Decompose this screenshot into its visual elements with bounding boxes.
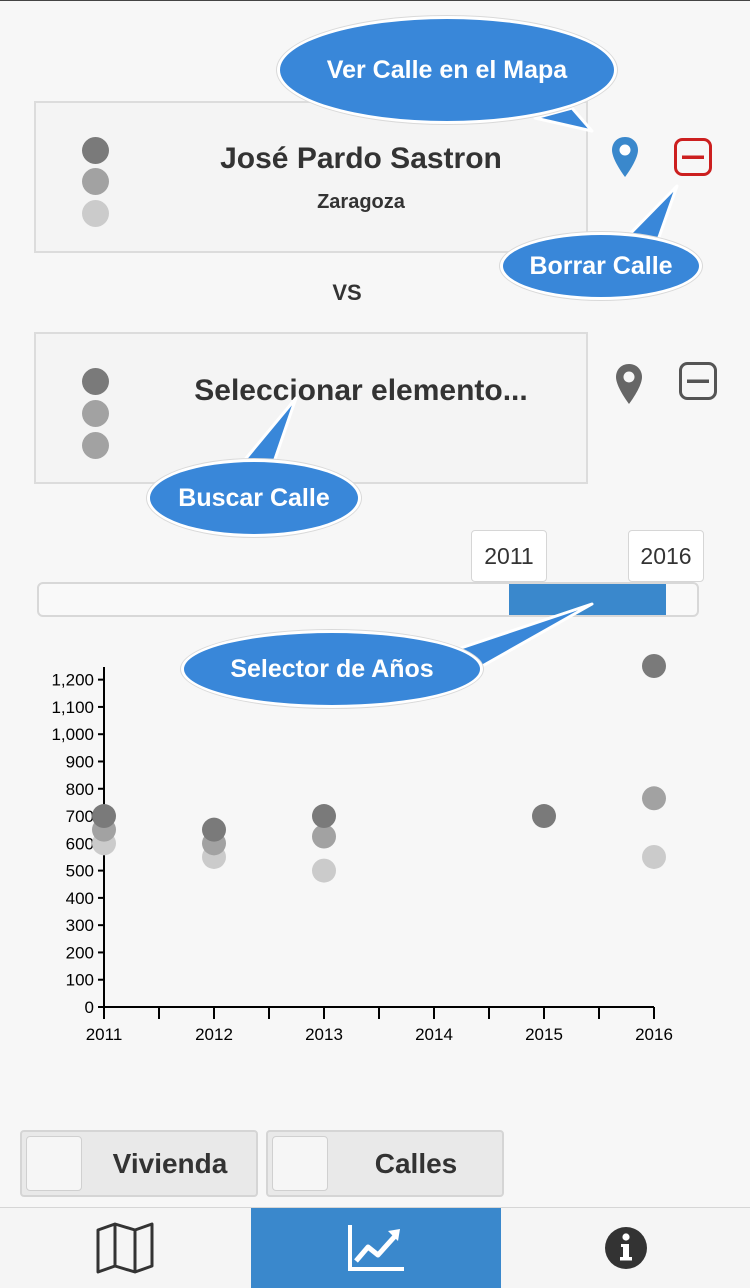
toggle-vivienda[interactable]: Vivienda bbox=[20, 1130, 258, 1197]
toggle-vivienda-label: Vivienda bbox=[112, 1147, 228, 1179]
select-street-placeholder[interactable]: Seleccionar elemento... bbox=[194, 374, 528, 407]
y-tick-label: 100 bbox=[66, 971, 94, 990]
y-tick-label: 900 bbox=[66, 752, 94, 771]
y-tick-label: 300 bbox=[66, 916, 94, 935]
legend-dot-dark bbox=[82, 137, 109, 164]
legend-dot-light bbox=[82, 200, 109, 227]
toggle-calles-label: Calles bbox=[374, 1147, 458, 1179]
callout-view-map: Ver Calle en el Mapa bbox=[277, 16, 617, 124]
data-point bbox=[642, 786, 666, 811]
map-marker-icon bbox=[616, 364, 642, 404]
data-point bbox=[532, 804, 556, 829]
callout-remove-street: Borrar Calle bbox=[500, 232, 702, 300]
minus-square-icon bbox=[674, 138, 712, 176]
map-marker-icon bbox=[612, 137, 638, 177]
x-tick-label: 2014 bbox=[415, 1025, 453, 1044]
legend-dot-mid bbox=[82, 400, 109, 427]
remove-street-button[interactable] bbox=[671, 135, 715, 179]
year-slider-range[interactable] bbox=[509, 584, 666, 615]
y-tick-label: 0 bbox=[85, 998, 94, 1017]
y-tick-label: 200 bbox=[66, 943, 94, 962]
street-city: Zaragoza bbox=[317, 191, 405, 213]
y-tick-label: 600 bbox=[66, 834, 94, 853]
street-name: José Pardo Sastron bbox=[220, 142, 502, 175]
map-icon bbox=[96, 1222, 154, 1274]
year-end-handle[interactable]: 2016 bbox=[628, 530, 704, 582]
chart-axes: 0 100 200 300 400 500 600 700 800 900 1,000 1,100 1,… bbox=[51, 667, 673, 1044]
info-icon bbox=[605, 1227, 647, 1269]
callout-search-street: Buscar Calle bbox=[147, 459, 361, 537]
data-point bbox=[92, 804, 116, 829]
data-point bbox=[642, 654, 666, 678]
vs-label: VS bbox=[332, 280, 362, 305]
view-on-map-button-2[interactable] bbox=[607, 362, 651, 406]
toggle-knob[interactable] bbox=[272, 1136, 328, 1191]
y-tick-label: 1,000 bbox=[51, 725, 94, 744]
legend-dot-dark bbox=[82, 368, 109, 395]
y-tick-label: 1,100 bbox=[51, 698, 94, 717]
line-chart-icon bbox=[348, 1225, 404, 1271]
data-point bbox=[202, 817, 226, 842]
year-start-handle[interactable]: 2011 bbox=[471, 530, 547, 582]
street-card-1[interactable]: José Pardo Sastron Zaragoza bbox=[34, 101, 588, 253]
tab-bar bbox=[0, 1207, 750, 1288]
tab-map[interactable] bbox=[0, 1208, 250, 1288]
y-tick-label: 500 bbox=[66, 862, 94, 881]
tab-chart[interactable] bbox=[251, 1208, 501, 1288]
data-point bbox=[312, 858, 336, 883]
chart-points bbox=[92, 654, 666, 883]
x-tick-label: 2011 bbox=[86, 1025, 123, 1044]
data-point bbox=[312, 824, 336, 849]
top-border bbox=[0, 0, 750, 1]
x-tick-label: 2015 bbox=[525, 1025, 563, 1044]
view-on-map-button[interactable] bbox=[603, 135, 647, 179]
x-tick-label: 2016 bbox=[635, 1025, 673, 1044]
y-tick-label: 400 bbox=[66, 889, 94, 908]
tab-info[interactable] bbox=[501, 1208, 750, 1288]
legend-dot-mid bbox=[82, 168, 109, 195]
minus-square-icon bbox=[679, 362, 717, 400]
callout-year-selector: Selector de Años bbox=[181, 630, 483, 708]
x-tick-label: 2012 bbox=[195, 1025, 233, 1044]
remove-street-button-2[interactable] bbox=[676, 359, 720, 403]
scatter-chart: 0 100 200 300 400 500 600 700 800 900 1,000 1,100 1,… bbox=[51, 654, 673, 1044]
toggle-knob[interactable] bbox=[26, 1136, 82, 1191]
data-point bbox=[312, 804, 336, 829]
legend-dot-mid-2 bbox=[82, 432, 109, 459]
data-point bbox=[642, 844, 666, 869]
toggle-calles[interactable]: Calles bbox=[266, 1130, 504, 1197]
x-tick-label: 2013 bbox=[305, 1025, 343, 1044]
y-tick-label: 1,200 bbox=[51, 671, 94, 690]
y-tick-label: 700 bbox=[66, 807, 94, 826]
y-tick-label: 800 bbox=[66, 780, 94, 799]
